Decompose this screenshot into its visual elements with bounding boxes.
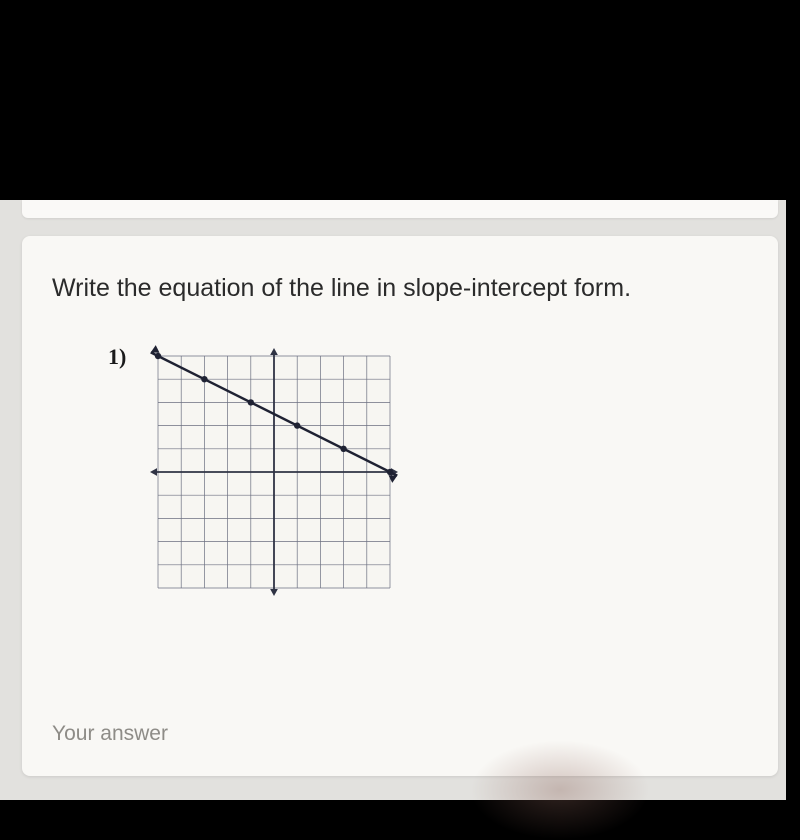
coordinate-grid-chart xyxy=(144,342,404,602)
figure-label: 1) xyxy=(108,344,126,370)
photo-right-edge xyxy=(786,200,800,800)
grid-svg xyxy=(144,342,404,602)
answer-input[interactable]: Your answer xyxy=(52,722,168,746)
figure-row: 1) xyxy=(108,342,748,602)
question-card: Write the equation of the line in slope-… xyxy=(22,236,778,776)
worksheet-panel: Write the equation of the line in slope-… xyxy=(0,200,800,800)
previous-card-sliver xyxy=(22,200,778,218)
question-prompt: Write the equation of the line in slope-… xyxy=(52,272,748,306)
